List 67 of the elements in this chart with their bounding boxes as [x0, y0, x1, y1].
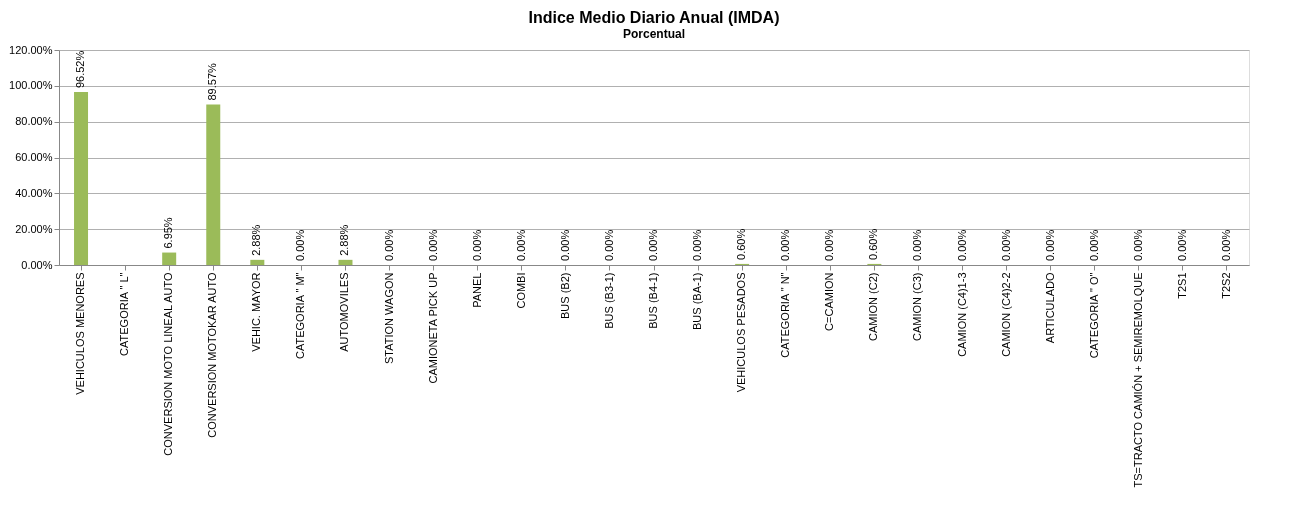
- x-tick-label: STATION WAGON: [382, 272, 395, 364]
- data-label: 0.00%: [647, 229, 659, 261]
- data-label: 0.00%: [382, 229, 395, 261]
- data-label: 0.00%: [1219, 229, 1232, 261]
- data-label: 0.00%: [470, 229, 483, 261]
- bar: [250, 259, 265, 265]
- data-label: 0.00%: [1043, 229, 1056, 261]
- y-tick-label: 80.00%: [15, 115, 53, 128]
- x-tick-label: VEHICULOS MENORES: [74, 272, 87, 395]
- data-label: 96.52%: [74, 50, 87, 89]
- bar: [206, 104, 221, 265]
- data-label: 0.00%: [691, 229, 704, 261]
- bar: [74, 92, 89, 265]
- x-tick-label: CATEGORIA " M": [294, 272, 307, 359]
- x-tick-label: VEHIC. MAYOR: [250, 272, 263, 352]
- x-tick-label: CAMIONETA PICK UP: [426, 272, 439, 384]
- x-tick-label: T2S2: [1219, 272, 1232, 299]
- y-tick-label: 60.00%: [15, 151, 53, 163]
- x-tick-label: BUS (BA-1): [691, 272, 704, 330]
- data-label: 0.00%: [1087, 229, 1100, 261]
- chart-subtitle: Porcentual: [622, 27, 686, 41]
- y-tick-label: 40.00%: [15, 186, 53, 199]
- data-label: 0.00%: [955, 229, 968, 261]
- x-tick-label: AUTOMOVILES: [338, 272, 351, 352]
- x-tick-label: BUS (B4-1): [647, 272, 659, 329]
- x-tick-label: C=CAMION: [823, 272, 836, 331]
- y-tick-label: 100.00%: [9, 79, 53, 92]
- data-label: 0.00%: [999, 229, 1012, 261]
- data-label: 0.00%: [558, 229, 571, 261]
- x-tick-label: COMBI: [514, 272, 527, 309]
- bar: [338, 259, 353, 265]
- x-tick-label: ARTICULADO: [1043, 272, 1056, 344]
- data-label: 0.00%: [514, 229, 527, 261]
- x-tick-label: CAMION (C4)2-2: [999, 272, 1012, 357]
- data-label: 6.95%: [162, 217, 175, 249]
- x-tick-label: CAMION (C4)1-3: [955, 272, 968, 357]
- data-label: 0.00%: [1175, 229, 1188, 261]
- x-tick-label: CONVERSION MOTOKAR AUTO: [206, 272, 219, 438]
- y-tick-label: 0.00%: [21, 258, 53, 271]
- x-tick-label: VEHICULOS PESADOS: [735, 272, 748, 393]
- x-tick-label: TS=TRACTO CAMIÓN + SEMIREMOLQUE: [1131, 272, 1144, 488]
- y-tick-label: 120.00%: [9, 43, 53, 56]
- data-label: 0.00%: [823, 229, 836, 261]
- data-label: 0.00%: [294, 229, 307, 261]
- x-tick-label: T2S1: [1175, 272, 1188, 299]
- data-label: 0.00%: [602, 229, 615, 261]
- x-tick-label: BUS (B3-1): [602, 272, 615, 329]
- data-label: 0.00%: [1131, 229, 1144, 261]
- data-label: 0.00%: [779, 229, 792, 261]
- chart-title: Indice Medio Diario Anual (IMDA): [528, 9, 780, 26]
- x-tick-label: CAMION (C2): [867, 272, 880, 341]
- x-tick-label: CATEGORIA " N": [779, 272, 792, 358]
- x-tick-label: CONVERSION MOTO LINEAL AUTO: [162, 272, 175, 456]
- data-label: 0.60%: [735, 228, 748, 260]
- data-label: 0.60%: [867, 228, 880, 260]
- x-tick-label: CATEGORIA " L": [118, 272, 131, 356]
- x-tick-label: PANEL: [470, 272, 483, 308]
- data-label: 2.88%: [250, 224, 263, 256]
- data-label: 2.88%: [338, 224, 351, 256]
- bar: [162, 252, 177, 265]
- data-label: 0.00%: [426, 229, 439, 261]
- data-label: 0.00%: [911, 229, 924, 261]
- x-tick-label: CAMION (C3): [911, 272, 924, 341]
- x-tick-label: BUS (B2): [558, 272, 571, 319]
- y-tick-label: 20.00%: [15, 222, 53, 235]
- x-tick-label: CATEGORIA " O": [1087, 272, 1100, 359]
- data-label: 89.57%: [206, 62, 219, 101]
